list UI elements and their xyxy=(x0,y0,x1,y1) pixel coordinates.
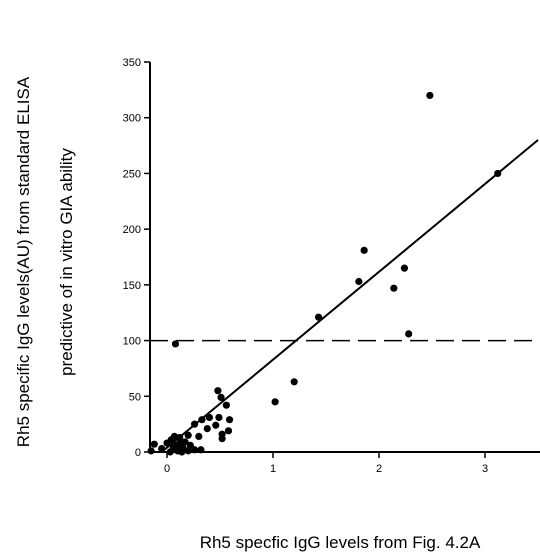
data-point xyxy=(184,431,192,439)
data-point xyxy=(215,413,223,422)
data-point xyxy=(186,441,194,449)
data-point xyxy=(355,277,363,286)
data-point xyxy=(176,433,184,442)
x-tick-label: 3 xyxy=(482,463,488,475)
data-point xyxy=(203,425,211,433)
data-point xyxy=(184,447,192,455)
y-tick-label: 200 xyxy=(123,224,141,236)
y-tick-label: 350 xyxy=(123,57,141,69)
axes: 0 50 100 150 200 250 300 350 0 1 2 3 xyxy=(123,57,540,475)
data-point xyxy=(198,416,206,424)
data-point xyxy=(290,378,298,386)
data-point xyxy=(426,91,434,100)
data-point xyxy=(205,413,213,422)
data-point xyxy=(494,169,502,178)
y-tick-label: 300 xyxy=(123,113,141,125)
data-point xyxy=(314,313,323,321)
data-point xyxy=(390,284,398,292)
x-tick-label: 0 xyxy=(164,463,170,475)
data-point xyxy=(163,439,171,447)
data-point xyxy=(190,420,199,428)
y-axis-title-line1: Rh5 specific IgG levels(AU) from standar… xyxy=(14,76,33,447)
data-point xyxy=(217,393,225,401)
x-tick-label: 2 xyxy=(376,463,382,475)
data-point xyxy=(225,416,234,424)
y-tick-label: 50 xyxy=(129,391,141,403)
regression-line xyxy=(161,139,539,453)
data-point xyxy=(171,340,180,348)
data-point xyxy=(195,432,203,440)
y-tick-label: 250 xyxy=(123,168,141,180)
data-point xyxy=(405,330,413,338)
data-point xyxy=(271,398,279,406)
data-point xyxy=(400,264,409,272)
data-point xyxy=(212,421,220,429)
data-point xyxy=(147,447,155,455)
y-tick-label: 100 xyxy=(123,336,141,348)
data-point xyxy=(222,401,230,409)
x-axis-title: Rh5 specfic IgG levels from Fig. 4.2A xyxy=(200,533,481,552)
y-axis-title-line2: predictive of in vitro GIA ability xyxy=(57,148,76,376)
plot-area xyxy=(147,91,540,456)
data-point xyxy=(150,440,158,448)
data-point xyxy=(224,427,233,435)
data-point xyxy=(218,435,226,443)
x-tick-label: 1 xyxy=(270,463,276,475)
data-point xyxy=(360,246,368,254)
data-point xyxy=(214,387,222,395)
y-tick-label: 0 xyxy=(135,447,141,459)
y-tick-label: 150 xyxy=(123,280,141,292)
data-point xyxy=(158,445,166,453)
